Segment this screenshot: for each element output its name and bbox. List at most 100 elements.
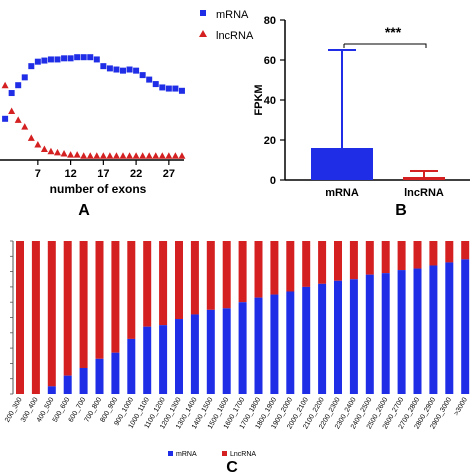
panel-b-y-tick-label: 80 <box>264 15 276 27</box>
mrna-point <box>106 65 113 72</box>
mrna-point <box>47 56 54 63</box>
mrna-point <box>54 56 61 63</box>
panel-c-lncrna-bar <box>222 241 231 309</box>
panel-c-lncrna-bar <box>206 241 215 310</box>
panel-c-mrna-bar <box>159 325 168 394</box>
panel-c-mrna-bar <box>127 338 136 394</box>
lncrna-point <box>178 152 186 159</box>
panel-c-mrna-bar <box>238 302 247 394</box>
mrna-point <box>172 85 179 92</box>
lncrna-point <box>80 152 88 159</box>
panel-c-mrna-bar <box>381 273 390 394</box>
panel-a-x-tick-label: 12 <box>64 168 76 180</box>
panel-c-mrna-bar <box>397 270 406 394</box>
lncrna-point <box>40 145 48 153</box>
panel-c-mrna-bar <box>318 283 327 394</box>
panel-b-cat-lncrna: lncRNA <box>404 187 444 199</box>
panel-a-x-label: number of exons <box>50 182 147 196</box>
panel-c-letter: C <box>226 459 238 474</box>
panel-c-lncrna-bar <box>397 241 406 271</box>
lncrna-point <box>60 150 68 157</box>
legend-mrna-marker-a <box>200 10 206 16</box>
panel-c-lncrna-bar <box>381 241 390 274</box>
panel-b-bar <box>403 177 445 180</box>
mrna-point <box>15 82 22 89</box>
mrna-point <box>67 55 74 62</box>
panel-c-lncrna-bar <box>445 241 454 263</box>
mrna-point <box>100 63 107 70</box>
mrna-point <box>178 87 185 94</box>
lncrna-point <box>27 134 35 141</box>
panel-b-y-tick-label: 20 <box>264 135 276 147</box>
mrna-point <box>21 74 28 81</box>
panel-c-mrna-bar <box>270 294 279 394</box>
lncrna-point <box>112 152 120 159</box>
panel-c-lncrna-bar <box>286 241 295 292</box>
panel-c-mrna-bar <box>334 280 342 394</box>
panel-c-mrna-bar <box>254 297 263 394</box>
panel-a-x-tick-label: 7 <box>35 168 41 180</box>
panel-c-lncrna-bar <box>254 241 263 298</box>
panel-a-x-tick-label: 22 <box>130 168 142 180</box>
panel-c-lncrna-bar <box>127 241 136 339</box>
panel-c-lncrna-bar <box>143 241 152 327</box>
panel-c-mrna-bar <box>302 286 311 394</box>
panel-c-mrna-bar <box>175 319 183 394</box>
panel-c-mrna-bar <box>63 375 72 394</box>
panel-c-lncrna-bar <box>270 241 279 295</box>
legend-lncrna-marker-c <box>222 451 227 456</box>
panel-c-chart: 200_300300_400400_500500_600600_700700_8… <box>4 240 470 474</box>
mrna-point <box>87 54 94 61</box>
panel-b-y-tick-label: 60 <box>264 55 276 67</box>
panel-b-y-tick-label: 0 <box>270 175 276 187</box>
lncrna-point <box>152 152 160 159</box>
mrna-point <box>159 84 166 91</box>
panel-c-lncrna-bar <box>334 241 342 281</box>
panel-c-lncrna-bar <box>47 241 56 387</box>
panel-b-cat-mrna: mRNA <box>325 187 359 199</box>
panel-c-lncrna-bar <box>238 241 247 303</box>
panel-c-mrna-bar <box>413 268 422 394</box>
mrna-point <box>41 57 48 64</box>
panel-c-lncrna-bar <box>159 241 168 326</box>
panel-b-y-label: FPKM <box>253 84 265 115</box>
lncrna-point <box>171 152 179 159</box>
lncrna-point <box>106 152 114 159</box>
panel-a-x-tick-label: 17 <box>97 168 109 180</box>
panel-c-mrna-bar <box>190 314 199 394</box>
panel-c-lncrna-bar <box>95 241 104 359</box>
panel-c-lncrna-bar <box>190 241 199 315</box>
panel-c-lncrna-bar <box>413 241 422 269</box>
mrna-point <box>34 58 41 65</box>
lncrna-point <box>119 152 127 159</box>
lncrna-point <box>145 152 153 159</box>
lncrna-point <box>54 148 61 156</box>
panel-c-mrna-bar <box>349 279 358 394</box>
panel-c-lncrna-bar <box>79 241 88 368</box>
lncrna-point <box>158 152 166 159</box>
lncrna-point <box>14 116 22 123</box>
panel-a-x-tick-label: 27 <box>163 168 175 180</box>
mrna-point <box>80 54 87 61</box>
panel-b-bar <box>311 148 373 180</box>
mrna-point <box>146 76 153 83</box>
lncrna-point <box>93 152 101 159</box>
lncrna-point <box>34 141 42 148</box>
lncrna-point <box>1 81 9 89</box>
panel-c-lncrna-bar <box>429 241 438 266</box>
mrna-point <box>61 55 68 62</box>
panel-a-letter: A <box>78 202 90 219</box>
mrna-point <box>165 85 172 92</box>
panel-c-mrna-bar <box>461 259 470 394</box>
lncrna-point <box>67 151 75 158</box>
panel-b-y-tick-label: 40 <box>264 95 276 107</box>
panel-c-mrna-bar <box>111 352 120 394</box>
lncrna-point <box>165 152 173 159</box>
panel-c-mrna-bar <box>365 274 374 394</box>
significance-stars: *** <box>385 24 402 40</box>
mrna-point <box>74 54 81 61</box>
lncrna-point <box>126 152 134 159</box>
mrna-point <box>133 67 140 74</box>
significance-bracket <box>343 43 427 48</box>
